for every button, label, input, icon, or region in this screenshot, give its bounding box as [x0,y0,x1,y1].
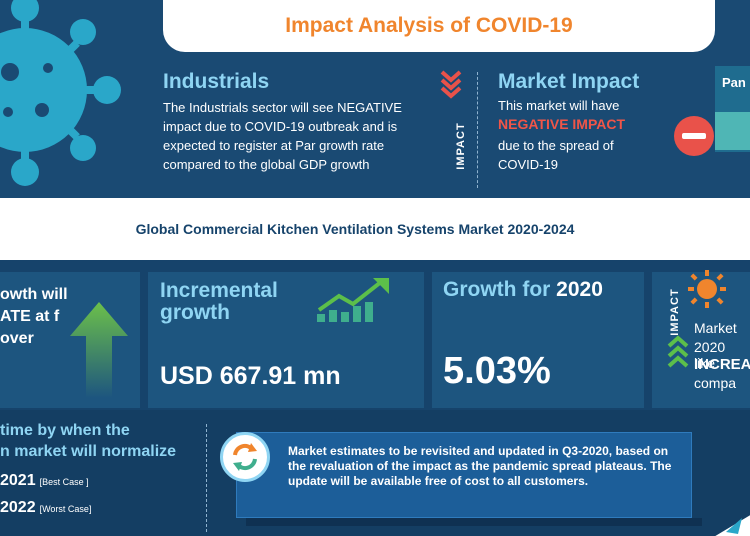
virus-icon [0,0,121,186]
growth-2020-year: 2020 [556,278,603,301]
report-subtitle: Global Commercial Kitchen Ventilation Sy… [135,221,575,237]
worst-case-tag: [Worst Case] [39,504,92,514]
minus-icon [674,116,714,156]
market-impact-line2: due to the spread of COVID-19 [498,138,614,172]
growth-2020-label: Growth for 2020 [443,278,603,302]
growth-2020-label-text: Growth for [443,278,551,301]
impact-card-line2: 2020 like [694,339,726,371]
incremental-label-line1: Incremental [160,279,278,302]
pandemic-label: Pan [722,75,746,90]
market-impact-heading: Market Impact [498,70,640,93]
worst-case-year: 2022 [Worst Case] [0,499,91,517]
growth-2020-card [432,272,644,408]
note-box [236,432,692,518]
incremental-value: USD 667.91 mn [160,362,341,390]
worst-case-year-value: 2022 [0,499,36,516]
industrials-body: The Industrials sector will see NEGATIVE… [163,100,402,172]
page-title: Impact Analysis of COVID-19 [285,14,573,37]
up-arrow-icon [70,302,128,398]
best-case-year-value: 2021 [0,472,36,489]
impact-card-line3: INCREA [694,356,750,373]
refresh-icon [220,432,270,482]
negative-impact-text: NEGATIVE IMPACT [498,116,626,132]
impact-card-line1: Market [694,320,737,336]
incremental-label-line2: growth [160,301,230,324]
industrials-heading: Industrials [163,70,270,93]
refresh-glyph-icon [233,443,257,471]
title-banner: Impact Analysis of COVID-19 [163,0,715,52]
incremental-label: Incremental growth [160,280,278,324]
logo-icon [715,515,750,536]
incremental-card [148,272,424,408]
subtitle-band: Global Commercial Kitchen Ventilation Sy… [0,198,750,260]
growth-card-text: owth will ATE at f over [0,286,68,347]
best-case-year: 2021 [Best Case ] [0,472,89,490]
sun-icon [688,270,726,308]
best-case-tag: [Best Case ] [39,477,89,487]
pandemic-strip [715,112,750,150]
divider [477,72,478,188]
impact-label: IMPACT [455,122,467,170]
growth-2020-value: 5.03% [443,350,551,392]
note-text: Market estimates to be revisited and upd… [288,444,672,488]
normalize-line1: time by when the [0,422,130,439]
chevron-up-icon [667,335,689,368]
growth-card [0,272,140,408]
divider [206,424,207,532]
market-impact-line1: This market will have [498,98,620,113]
chevron-down-icon [440,70,462,99]
note-shadow [246,518,702,526]
trend-up-icon [317,278,389,322]
impact-card-line4: compa [694,375,737,391]
normalize-line2: n market will normalize [0,443,177,460]
